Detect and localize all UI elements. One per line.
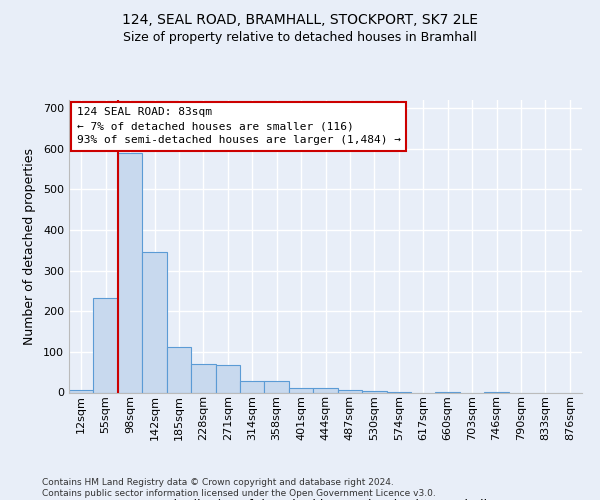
Bar (289, 388, 313, 392)
Bar (313, 388, 338, 392)
Bar (94, 298, 118, 392)
Bar (142, 252, 167, 392)
Text: Size of property relative to detached houses in Bramhall: Size of property relative to detached ho… (123, 31, 477, 44)
Bar (69, 390, 94, 392)
Bar (265, 381, 289, 392)
Bar (118, 153, 142, 392)
Text: Contains HM Land Registry data © Crown copyright and database right 2024.
Contai: Contains HM Land Registry data © Crown c… (42, 478, 436, 498)
Bar (240, 381, 265, 392)
Bar (338, 390, 362, 392)
Bar (191, 364, 215, 392)
X-axis label: Distribution of detached houses by size in Bramhall: Distribution of detached houses by size … (164, 498, 487, 500)
Text: 124, SEAL ROAD, BRAMHALL, STOCKPORT, SK7 2LE: 124, SEAL ROAD, BRAMHALL, STOCKPORT, SK7… (122, 12, 478, 26)
Text: 124 SEAL ROAD: 83sqm
← 7% of detached houses are smaller (116)
93% of semi-detac: 124 SEAL ROAD: 83sqm ← 7% of detached ho… (77, 108, 401, 146)
Bar (167, 347, 191, 393)
Y-axis label: Number of detached properties: Number of detached properties (23, 148, 36, 345)
Bar (215, 365, 240, 392)
